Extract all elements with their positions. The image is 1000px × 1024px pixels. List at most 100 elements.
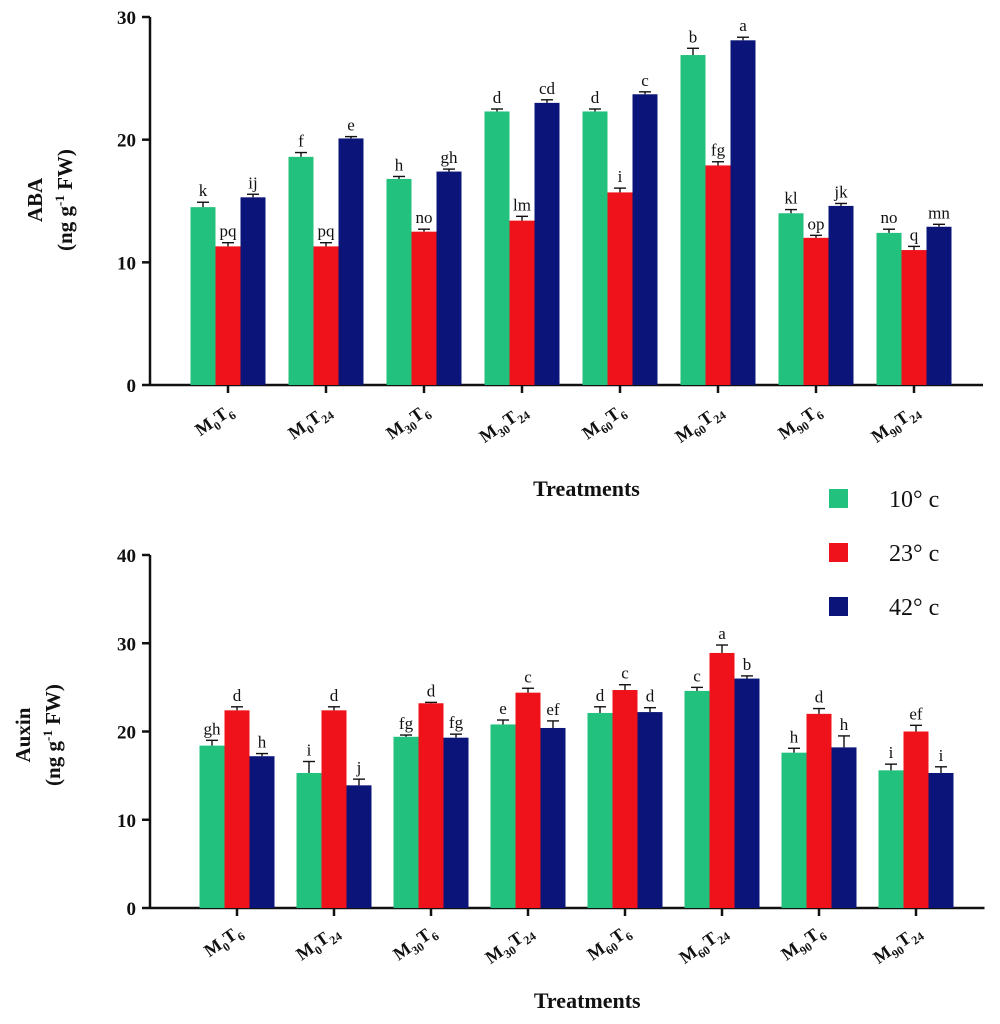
significance-letter: b	[689, 27, 698, 46]
significance-letter: i	[618, 167, 623, 186]
x-tick-label: M30T6	[382, 400, 434, 447]
significance-letter: h	[258, 733, 267, 752]
bar	[632, 94, 658, 385]
legend-swatch	[829, 489, 848, 508]
bar	[338, 138, 364, 385]
y-tick-label: 30	[117, 634, 136, 655]
significance-letter: d	[646, 687, 655, 706]
significance-letter: d	[427, 681, 436, 700]
significance-letter: c	[621, 664, 629, 683]
x-tick-label: M60T6	[583, 921, 635, 968]
bar	[730, 40, 756, 385]
bar	[215, 246, 241, 385]
significance-letter: c	[693, 666, 701, 685]
significance-letter: d	[233, 686, 242, 705]
bar	[709, 652, 735, 908]
bar	[224, 710, 250, 908]
x-axis-title: Treatments	[533, 476, 640, 501]
significance-letter: i	[889, 743, 894, 762]
x-tick-label: M60T24	[675, 921, 732, 971]
significance-letter: jk	[833, 182, 848, 201]
significance-letter: e	[347, 116, 355, 135]
bar	[680, 55, 706, 385]
y-tick-label: 30	[117, 8, 136, 29]
bar	[876, 232, 902, 385]
significance-letter: f	[298, 132, 304, 151]
bar	[484, 111, 510, 385]
bar	[926, 226, 952, 385]
significance-letter: k	[199, 181, 208, 200]
significance-letter: c	[641, 71, 649, 90]
significance-letter: d	[591, 88, 600, 107]
significance-letter: i	[307, 741, 312, 760]
chart-panel-1: 0 10 20 30 M0T6 M0T24 M30T6 M30T24 M60T6 M60T24 M9…	[23, 8, 983, 501]
bar	[296, 772, 322, 908]
significance-letter: i	[939, 746, 944, 765]
x-tick-label: M30T6	[389, 921, 441, 968]
significance-letter: d	[815, 688, 824, 707]
significance-letter: fg	[711, 141, 726, 160]
y-tick-label: 20	[117, 131, 136, 152]
y-tick-label: 10	[117, 811, 136, 832]
significance-letter: op	[808, 214, 825, 233]
y-tick-label: 0	[127, 899, 137, 920]
y-axis-unit: (ng g-1 FW)	[40, 684, 65, 786]
significance-letter: h	[395, 155, 404, 174]
bar	[240, 197, 266, 385]
significance-letter: q	[910, 225, 919, 244]
bar	[490, 724, 516, 908]
legend-swatch	[829, 597, 848, 616]
x-tick-label: M90T24	[869, 921, 926, 971]
bar	[901, 250, 927, 385]
bar	[190, 207, 216, 385]
bar	[831, 747, 857, 908]
bar	[436, 171, 462, 385]
bar	[705, 165, 731, 385]
significance-letter: kl	[784, 189, 798, 208]
bar	[903, 731, 929, 908]
bar	[587, 712, 613, 908]
y-axis-title: Auxin	[11, 707, 35, 762]
bar	[534, 102, 560, 385]
bar	[781, 752, 807, 908]
significance-letter: gh	[204, 719, 222, 738]
bar	[313, 246, 339, 385]
significance-letter: a	[739, 16, 747, 35]
significance-letter: h	[790, 727, 799, 746]
significance-letter: h	[840, 715, 849, 734]
significance-letter: pq	[318, 222, 336, 241]
bar	[443, 737, 469, 908]
y-axis-title: ABA	[23, 177, 47, 222]
bar	[778, 213, 804, 385]
significance-letter: e	[499, 699, 507, 718]
legend-label: 42° c	[889, 595, 939, 621]
bar	[249, 756, 275, 908]
x-tick-label: M90T24	[867, 400, 924, 450]
y-tick-label: 10	[117, 253, 136, 274]
x-tick-label: M0T24	[284, 400, 336, 447]
bar	[734, 678, 760, 908]
significance-letter: ef	[546, 700, 560, 719]
x-tick-label: M0T6	[191, 400, 238, 443]
x-tick-label: M30T24	[481, 921, 538, 971]
significance-letter: no	[881, 208, 898, 227]
y-tick-label: 0	[127, 376, 137, 397]
bar	[321, 710, 347, 908]
legend-label: 10° c	[889, 487, 939, 513]
x-tick-label: M0T6	[200, 921, 247, 964]
chart-panel-2: 0 10 20 30 40 M0T6 M0T24 M30T6 M30T24 M60T6 M60T24…	[11, 546, 985, 1013]
significance-letter: a	[718, 624, 726, 643]
bar	[607, 192, 633, 385]
significance-letter: ij	[248, 173, 257, 192]
y-axis-unit: (ng g-1 FW)	[52, 149, 77, 251]
bar	[515, 692, 541, 908]
x-axis-title: Treatments	[534, 988, 641, 1013]
bar	[346, 785, 372, 908]
x-tick-label: M0T24	[292, 921, 344, 968]
x-tick-label: M60T24	[671, 400, 728, 450]
significance-letter: d	[330, 686, 339, 705]
bar	[928, 772, 954, 908]
legend-label: 23° c	[889, 541, 939, 567]
